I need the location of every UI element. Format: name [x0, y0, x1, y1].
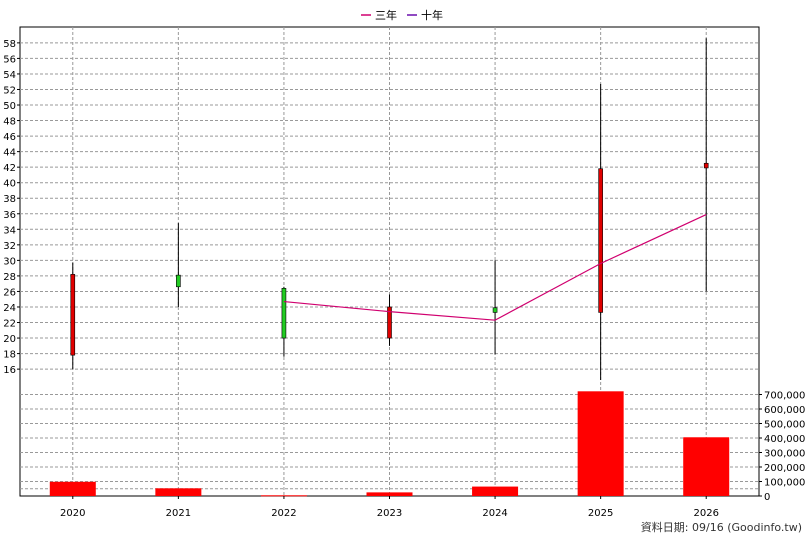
price-tick-label: 46	[3, 132, 16, 143]
year-tick-label: 2020	[60, 508, 85, 519]
price-tick-label: 44	[3, 148, 16, 159]
price-tick-label: 42	[3, 163, 16, 174]
volume-bar-2026	[683, 437, 730, 496]
year-tick-label: 2025	[588, 508, 613, 519]
candle-body-2024	[492, 307, 498, 313]
candle-body-2025	[598, 168, 603, 313]
volume-tick-label: 600,000	[764, 405, 805, 416]
candle-body-2026	[703, 162, 709, 169]
candle-body-2020	[70, 274, 76, 356]
price-tick-label: 28	[3, 272, 16, 283]
footer-date-source: 資料日期: 09/16 (Goodinfo.tw)	[641, 520, 802, 534]
price-tick-label: 52	[3, 85, 16, 96]
year-tick-label: 2022	[271, 508, 296, 519]
price-tick-label: 48	[3, 117, 16, 128]
volume-bars	[49, 391, 730, 497]
price-tick-label: 50	[3, 101, 16, 112]
year-axis-labels: 2020 2021 2022 2023 2024 2025 2026	[60, 496, 719, 519]
year-tick-label: 2026	[693, 508, 718, 519]
volume-bar-2024	[472, 486, 519, 496]
legend-label-ten-year: 十年	[421, 8, 443, 22]
candle-body-2022	[281, 288, 287, 339]
price-tick-label: 20	[3, 334, 16, 345]
volume-tick-label: 400,000	[764, 434, 805, 445]
legend-label-three-year: 三年	[375, 8, 397, 22]
price-tick-label: 24	[3, 303, 16, 314]
volume-tick-label: 300,000	[764, 449, 805, 460]
volume-bar-2022	[260, 495, 307, 497]
price-tick-label: 32	[3, 241, 16, 252]
price-tick-label: 22	[3, 319, 16, 330]
series-line-三年	[283, 214, 707, 321]
price-tick-label: 36	[3, 210, 16, 221]
volume-tick-label: 0	[764, 492, 770, 503]
volume-tick-label: 500,000	[764, 420, 805, 431]
price-tick-label: 26	[3, 287, 16, 298]
price-tick-label: 16	[3, 365, 16, 376]
price-tick-label: 56	[3, 54, 16, 65]
gridlines	[20, 27, 759, 496]
year-tick-label: 2023	[377, 508, 402, 519]
price-tick-label: 34	[3, 225, 16, 236]
volume-bar-2021	[155, 488, 202, 496]
price-tick-label: 40	[3, 179, 16, 190]
candles	[70, 38, 709, 380]
volume-tick-label: 200,000	[764, 463, 805, 474]
price-axis-labels: 16 18 20 22 24 26 28 30 32 34 36 38 40 42 44 46 48 50 52 54…	[3, 39, 20, 376]
price-tick-label: 30	[3, 256, 16, 267]
price-tick-label: 18	[3, 350, 16, 361]
volume-bar-2025	[577, 391, 624, 496]
volume-bar-2020	[49, 481, 96, 496]
candle-body-2023	[387, 306, 392, 339]
price-tick-label: 54	[3, 70, 16, 81]
volume-tick-label: 700,000	[764, 391, 805, 402]
legend: 三年 十年	[361, 8, 443, 22]
candle-body-2021	[176, 274, 181, 288]
year-tick-label: 2024	[482, 508, 507, 519]
price-tick-label: 38	[3, 194, 16, 205]
year-tick-label: 2021	[166, 508, 191, 519]
volume-tick-label: 100,000	[764, 478, 805, 489]
moving-average-lines	[283, 214, 707, 321]
volume-axis-labels: 0 100,000 200,000 300,000 400,000 500,000 600,…	[759, 391, 805, 503]
volume-bar-2023	[366, 492, 413, 496]
price-tick-label: 58	[3, 39, 16, 50]
